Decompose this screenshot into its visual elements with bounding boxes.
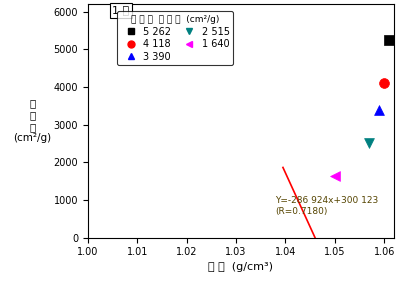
Point bbox=[376, 108, 383, 112]
Text: 분
말
도
(cm²/g): 분 말 도 (cm²/g) bbox=[14, 98, 52, 143]
X-axis label: 밀 도  (g/cm³): 밀 도 (g/cm³) bbox=[208, 261, 273, 272]
Text: Y=-286 924x+300 123
(R=0.7180): Y=-286 924x+300 123 (R=0.7180) bbox=[276, 196, 379, 216]
Point bbox=[366, 141, 373, 145]
Text: 1 분: 1 분 bbox=[112, 5, 129, 15]
Legend: 5 262, 4 118, 3 390, 2 515, 1 640: 5 262, 4 118, 3 390, 2 515, 1 640 bbox=[117, 11, 233, 65]
Point bbox=[381, 80, 387, 85]
Point bbox=[332, 174, 338, 178]
Point bbox=[386, 37, 392, 42]
